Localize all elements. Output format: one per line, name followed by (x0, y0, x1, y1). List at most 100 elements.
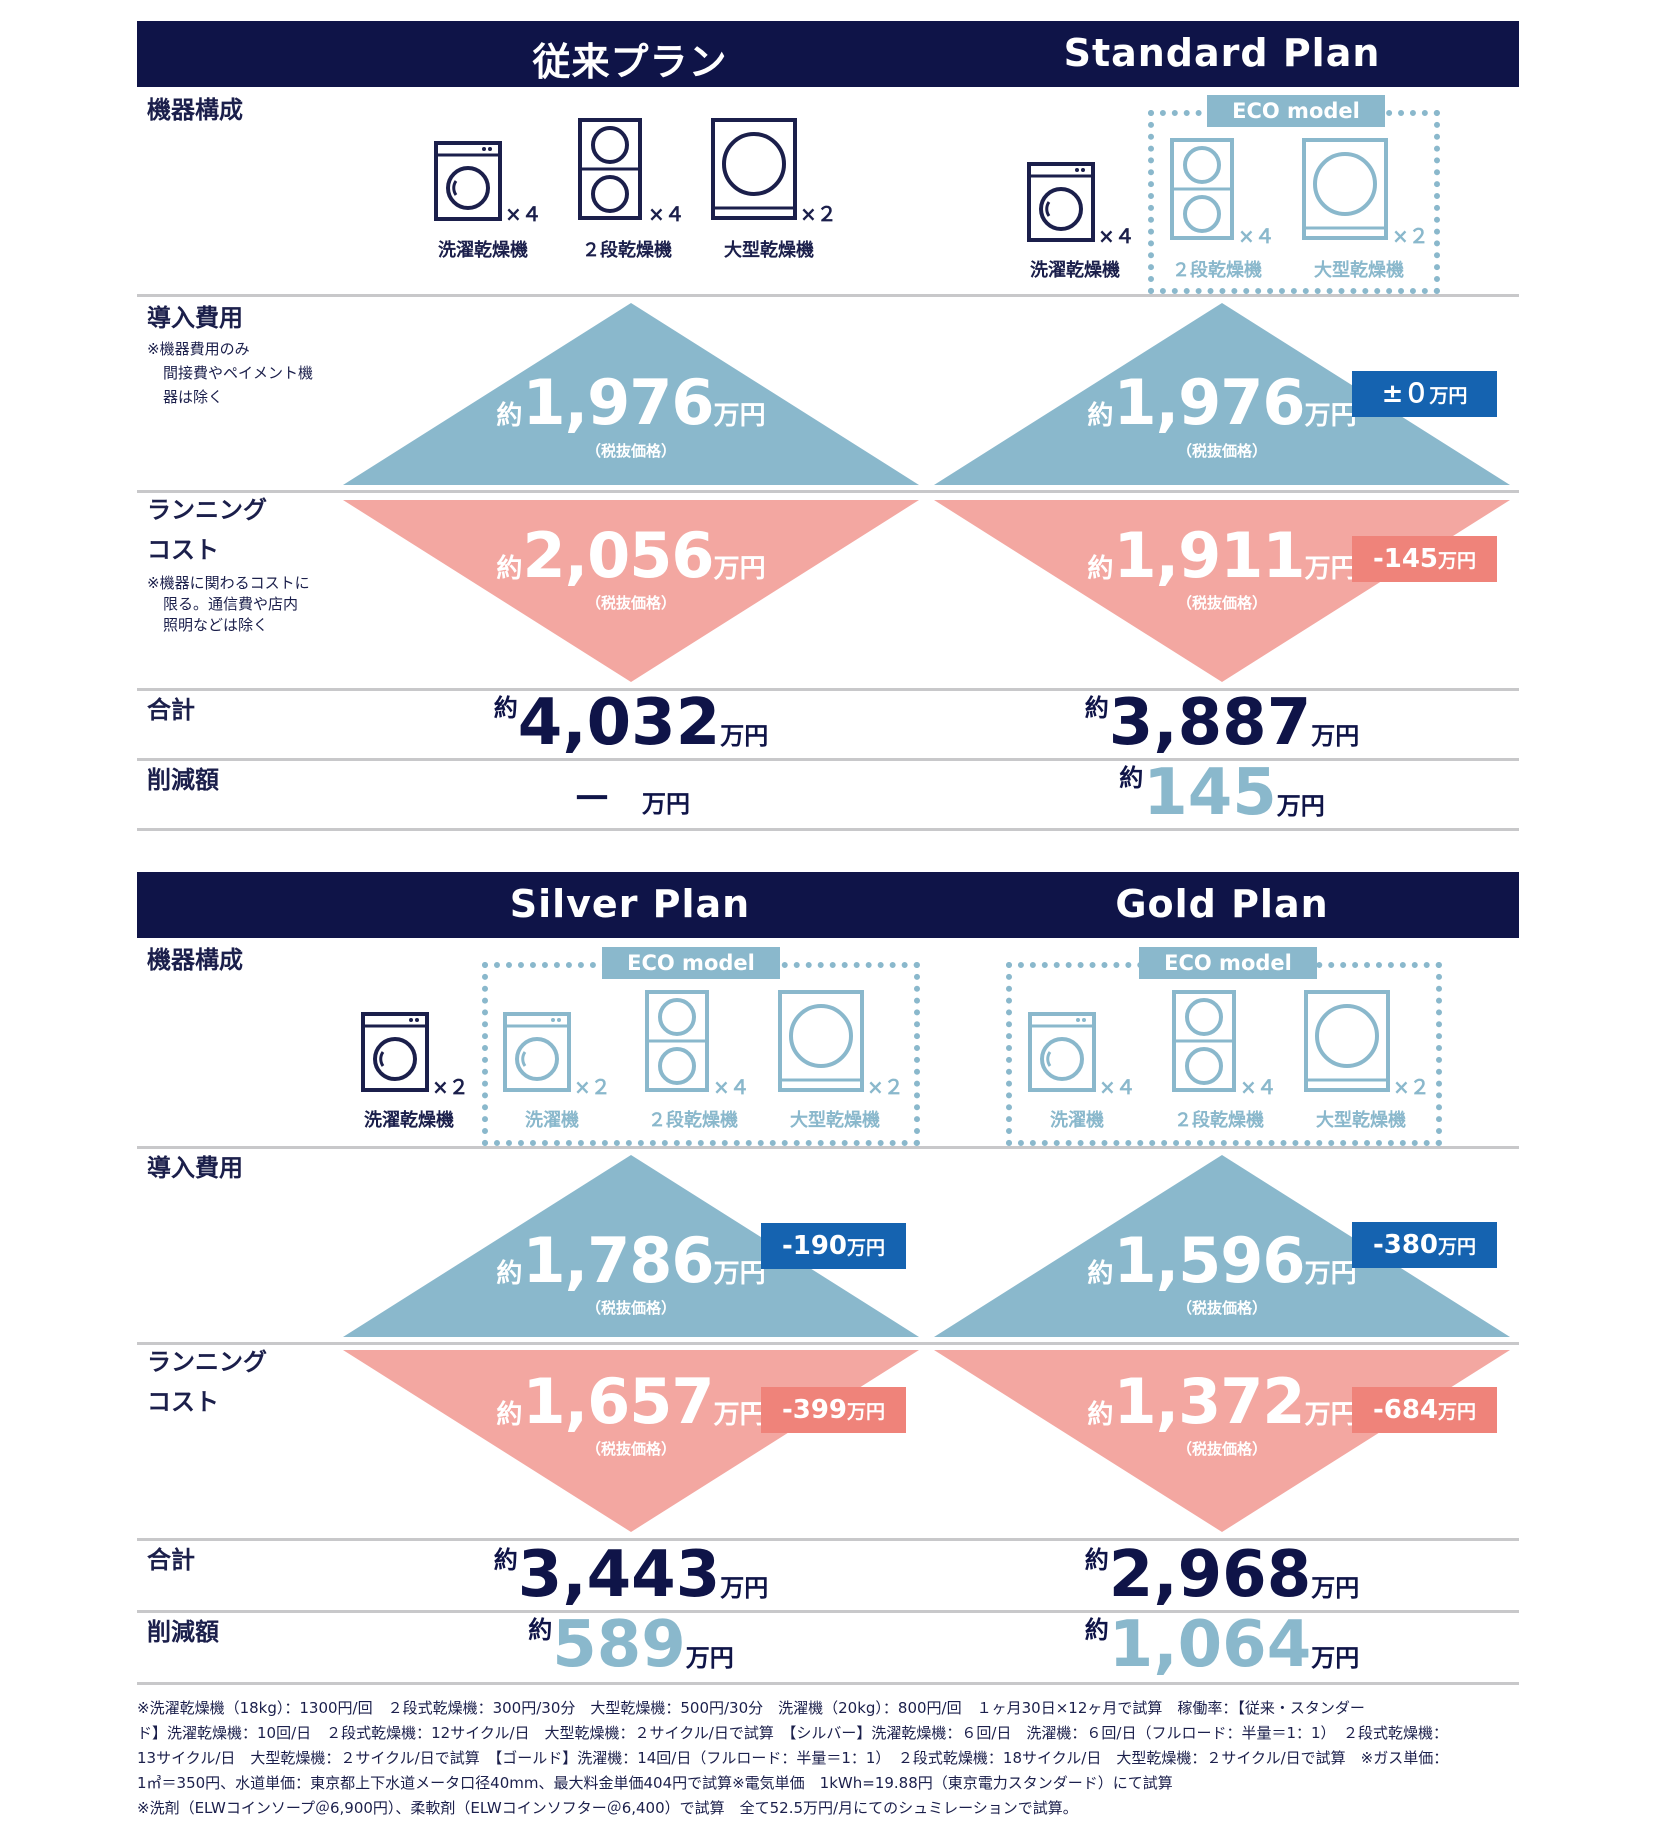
savings-silver: 約589万円 (528, 1608, 734, 1682)
large-dryer-icon (1302, 138, 1388, 240)
row-label-intro-cost: 導入費用 (147, 1154, 243, 1182)
plan-title-standard: Standard Plan (1063, 31, 1381, 75)
divider (137, 688, 1519, 691)
label-stack-dryer: ２段乾燥機 (582, 240, 672, 261)
running-price-conventional: 約2,056万円 (496, 519, 766, 592)
qty-stack-dryer: ×４ (713, 1075, 750, 1099)
running-triangle-gold (934, 1350, 1510, 1532)
row-label-equipment: 機器構成 (147, 96, 243, 124)
qty-stack-dryer: ×４ (1240, 1075, 1277, 1099)
qty-large-dryer: ×２ (1392, 224, 1429, 248)
row-label-running-1: ランニング (147, 1348, 267, 1376)
tax-note: （税抜価格） (1176, 1440, 1267, 1458)
stack-dryer-icon (645, 990, 709, 1092)
intro-price-silver: 約1,786万円 (496, 1224, 766, 1297)
intro-triangle-conventional (343, 303, 919, 485)
qty-washer-dryer: ×２ (432, 1075, 469, 1099)
label-washer: 洗濯機 (1050, 1110, 1104, 1131)
tax-note: （税抜価格） (585, 594, 676, 612)
running-triangle-standard (934, 500, 1510, 682)
label-large-dryer: 大型乾燥機 (1316, 1110, 1406, 1131)
note-intro-1: ※機器費用のみ (147, 340, 250, 358)
row-label-intro-cost: 導入費用 (147, 304, 243, 332)
divider (137, 1342, 1519, 1345)
note-intro-3: 器は除く (163, 388, 224, 406)
total-silver: 約3,443万円 (493, 1538, 769, 1612)
note-running-3: 照明などは除く (163, 616, 269, 634)
stack-dryer-icon (578, 118, 642, 220)
washer-dryer-icon (361, 1012, 429, 1092)
row-label-savings: 削減額 (147, 1618, 219, 1646)
qty-large-dryer: ×２ (867, 1075, 904, 1099)
tax-note: （税抜価格） (1176, 1299, 1267, 1317)
qty-large-dryer: ×２ (1393, 1075, 1430, 1099)
running-price-silver: 約1,657万円 (496, 1365, 766, 1438)
intro-diff-badge-gold: -380万円 (1352, 1222, 1497, 1268)
qty-washer: ×２ (574, 1075, 611, 1099)
washer-icon (1028, 1012, 1096, 1092)
running-diff-badge-silver: -399万円 (761, 1387, 906, 1433)
row-label-running-2: コスト (147, 536, 219, 564)
top-header-bar (137, 21, 1519, 87)
label-stack-dryer: ２段乾燥機 (648, 1110, 738, 1131)
tax-note: （税抜価格） (1176, 594, 1267, 612)
savings-gold: 約1,064万円 (1084, 1608, 1360, 1682)
label-washer: 洗濯機 (525, 1110, 579, 1131)
savings-conventional: －万円 (572, 776, 690, 822)
label-large-dryer: 大型乾燥機 (1314, 260, 1404, 281)
eco-model-tag: ECO model (602, 947, 780, 979)
tax-note: （税抜価格） (585, 1440, 676, 1458)
total-conventional: 約4,032万円 (493, 686, 769, 760)
footnotes: ※洗濯乾燥機（18kg）：1300円/回 ２段式乾燥機：300円/30分 大型乾… (137, 1696, 1519, 1821)
intro-diff-badge-silver: -190万円 (761, 1223, 906, 1269)
eco-model-tag: ECO model (1139, 947, 1317, 979)
qty-washer: ×４ (1099, 1075, 1136, 1099)
running-triangle-silver (343, 1350, 919, 1532)
row-label-total: 合計 (147, 1546, 195, 1574)
note-running-1: ※機器に関わるコストに (147, 574, 310, 592)
stack-dryer-icon (1170, 138, 1234, 240)
divider (137, 490, 1519, 493)
divider (137, 294, 1519, 297)
intro-price-conventional: 約1,976万円 (496, 366, 766, 439)
row-label-savings: 削減額 (147, 766, 219, 794)
qty-washer-dryer: ×４ (1098, 224, 1135, 248)
label-stack-dryer: ２段乾燥機 (1174, 1110, 1264, 1131)
qty-stack-dryer: ×４ (1238, 224, 1275, 248)
intro-price-gold: 約1,596万円 (1087, 1224, 1357, 1297)
total-standard: 約3,887万円 (1084, 686, 1360, 760)
row-label-running-1: ランニング (147, 496, 267, 524)
divider (137, 1146, 1519, 1149)
qty-stack-dryer: ×４ (648, 202, 685, 226)
note-running-2: 限る。通信費や店内 (163, 595, 299, 613)
stack-dryer-icon (1172, 990, 1236, 1092)
tax-note: （税抜価格） (585, 1299, 676, 1317)
plan-title-conventional: 従来プラン (532, 40, 728, 84)
divider (137, 1610, 1519, 1613)
footnote-line: ※洗濯乾燥機（18kg）：1300円/回 ２段式乾燥機：300円/30分 大型乾… (137, 1699, 1365, 1717)
footnote-line: 1㎥＝350円、水道単価：東京都上下水道メータ口径40mm、最大料金単価404円… (137, 1774, 1173, 1792)
bottom-header-bar (137, 872, 1519, 938)
footnote-line: ※洗剤（ELWコインソープ＠6,900円）、柔軟剤（ELWコインソフター＠6,4… (137, 1799, 1078, 1817)
running-price-gold: 約1,372万円 (1087, 1365, 1357, 1438)
footnote-line: ド】洗濯乾燥機：10回/日 ２段式乾燥機：12サイクル/日 大型乾燥機：２サイク… (137, 1724, 1449, 1742)
label-washer-dryer: 洗濯乾燥機 (1030, 260, 1120, 281)
divider (137, 1682, 1519, 1685)
plan-title-gold: Gold Plan (1115, 882, 1329, 926)
row-label-equipment: 機器構成 (147, 946, 243, 974)
divider (137, 828, 1519, 831)
intro-price-standard: 約1,976万円 (1087, 366, 1357, 439)
label-large-dryer: 大型乾燥機 (790, 1110, 880, 1131)
savings-standard: 約145万円 (1119, 756, 1325, 830)
label-washer-dryer: 洗濯乾燥機 (438, 240, 528, 261)
plan-title-silver: Silver Plan (509, 882, 751, 926)
running-diff-badge-gold: -684万円 (1352, 1387, 1497, 1433)
divider (137, 1538, 1519, 1541)
washer-dryer-icon (434, 141, 502, 221)
washer-dryer-icon (1027, 162, 1095, 242)
label-stack-dryer: ２段乾燥機 (1172, 260, 1262, 281)
footnote-line: 13サイクル/日 大型乾燥機：２サイクル/日で試算 【ゴールド】洗濯機：14回/… (137, 1749, 1449, 1767)
note-intro-2: 間接費やペイメント機 (163, 364, 314, 382)
large-dryer-icon (711, 118, 797, 220)
large-dryer-icon (778, 990, 864, 1092)
